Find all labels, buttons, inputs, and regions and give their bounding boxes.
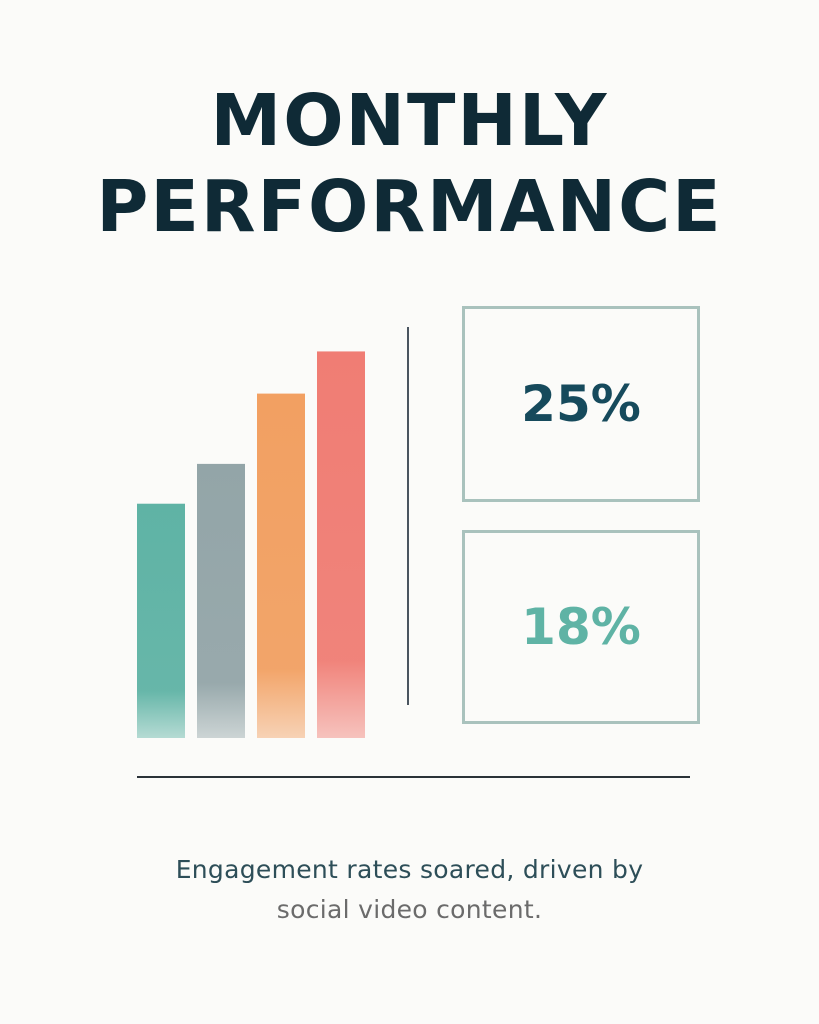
title-line-1: MONTHLY (210, 79, 609, 162)
horizontal-divider (137, 776, 690, 778)
caption-line-2: social video content. (276, 895, 543, 924)
stat-box-primary: 25% (462, 306, 700, 502)
page-title: MONTHLY PERFORMANCE (0, 78, 819, 250)
vertical-divider (407, 327, 409, 705)
bar-4 (317, 351, 365, 738)
bar-3 (257, 393, 305, 738)
stat-value-primary: 25% (521, 375, 641, 433)
bar-2 (197, 463, 245, 738)
bar-1 (137, 503, 185, 738)
stat-value-secondary: 18% (521, 598, 641, 656)
stat-box-secondary: 18% (462, 530, 700, 724)
caption-line-1: Engagement rates soared, driven by (175, 855, 644, 884)
caption: Engagement rates soared, driven by socia… (0, 850, 819, 930)
title-line-2: PERFORMANCE (96, 165, 723, 248)
